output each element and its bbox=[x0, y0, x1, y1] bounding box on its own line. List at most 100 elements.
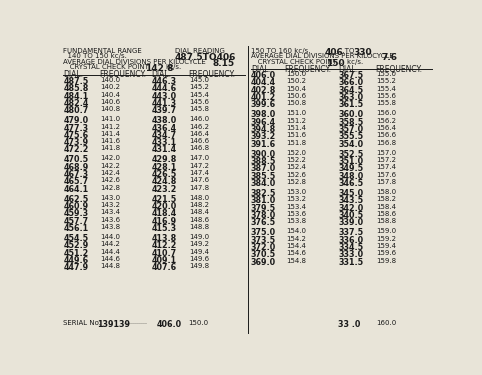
Text: 144.8: 144.8 bbox=[101, 263, 120, 269]
Text: 357.0: 357.0 bbox=[338, 125, 363, 134]
Text: DIAL READING: DIAL READING bbox=[175, 48, 225, 54]
Text: 149.4: 149.4 bbox=[190, 249, 210, 255]
Text: 140.4: 140.4 bbox=[101, 92, 120, 98]
Text: DIAL.: DIAL. bbox=[63, 70, 83, 80]
Text: 141.0: 141.0 bbox=[101, 116, 120, 122]
Text: 382.5: 382.5 bbox=[251, 189, 276, 198]
Text: 348.0: 348.0 bbox=[338, 172, 364, 181]
Text: 447.9: 447.9 bbox=[63, 263, 89, 272]
Text: 146.6: 146.6 bbox=[190, 138, 210, 144]
Text: 443.0: 443.0 bbox=[152, 92, 177, 100]
Text: 149.6: 149.6 bbox=[190, 256, 210, 262]
Text: 152.4: 152.4 bbox=[286, 164, 306, 170]
Text: 452.9: 452.9 bbox=[63, 242, 89, 250]
Text: 151.0: 151.0 bbox=[286, 111, 306, 117]
Text: 149.0: 149.0 bbox=[190, 234, 210, 240]
Text: 144.0: 144.0 bbox=[101, 234, 120, 240]
Text: 366.0: 366.0 bbox=[338, 78, 363, 87]
Text: 479.0: 479.0 bbox=[63, 116, 89, 125]
Text: 155.0: 155.0 bbox=[376, 71, 397, 77]
Text: 142.4: 142.4 bbox=[101, 170, 120, 176]
Text: ... kc/s.: ... kc/s. bbox=[338, 59, 363, 65]
Text: 406.0: 406.0 bbox=[157, 320, 182, 329]
Text: 142.6: 142.6 bbox=[101, 177, 120, 183]
Text: 152.8: 152.8 bbox=[286, 179, 306, 185]
Text: 401.2: 401.2 bbox=[251, 93, 276, 102]
Text: 156.4: 156.4 bbox=[376, 125, 397, 131]
Text: 436.4: 436.4 bbox=[152, 123, 177, 132]
Text: 354.0: 354.0 bbox=[338, 140, 363, 149]
Text: 391.6: 391.6 bbox=[251, 140, 276, 149]
Text: 449.6: 449.6 bbox=[63, 256, 89, 265]
Text: 487.5TO406: 487.5TO406 bbox=[175, 54, 236, 63]
Text: 149.2: 149.2 bbox=[190, 242, 210, 248]
Text: 379.5: 379.5 bbox=[251, 204, 276, 213]
Text: 149.8: 149.8 bbox=[190, 263, 210, 269]
Text: DIAL.: DIAL. bbox=[338, 65, 359, 74]
Text: 145.6: 145.6 bbox=[190, 99, 210, 105]
Text: 147.4: 147.4 bbox=[190, 170, 210, 176]
Text: 355.5: 355.5 bbox=[338, 132, 363, 141]
Text: 485.8: 485.8 bbox=[63, 84, 89, 93]
Text: 334.5: 334.5 bbox=[338, 243, 363, 252]
Text: 155.2: 155.2 bbox=[376, 78, 396, 84]
Text: 434.7: 434.7 bbox=[152, 131, 177, 140]
Text: 340.5: 340.5 bbox=[338, 211, 363, 220]
Text: 439.7: 439.7 bbox=[152, 106, 177, 115]
Text: 157.2: 157.2 bbox=[376, 157, 397, 163]
Text: 159.0: 159.0 bbox=[376, 228, 397, 234]
Text: 487.5: 487.5 bbox=[63, 77, 89, 86]
Text: 147.2: 147.2 bbox=[190, 163, 210, 169]
Text: 444.6: 444.6 bbox=[152, 84, 177, 93]
Text: 153.8: 153.8 bbox=[286, 218, 306, 224]
Text: 360.0: 360.0 bbox=[338, 111, 363, 120]
Text: FREQUENCY.: FREQUENCY. bbox=[284, 65, 331, 74]
Text: kc/s.: kc/s. bbox=[165, 64, 181, 70]
Text: 158.2: 158.2 bbox=[376, 196, 397, 202]
Text: 385.5: 385.5 bbox=[251, 172, 276, 181]
Text: 349.5: 349.5 bbox=[338, 164, 363, 173]
Text: 152.6: 152.6 bbox=[286, 172, 306, 178]
Text: 331.5: 331.5 bbox=[338, 258, 363, 267]
Text: 351.0: 351.0 bbox=[338, 157, 363, 166]
Text: 465.7: 465.7 bbox=[63, 177, 89, 186]
Text: 372.0: 372.0 bbox=[251, 243, 276, 252]
Text: 475.6: 475.6 bbox=[63, 131, 89, 140]
Text: 477.3: 477.3 bbox=[63, 123, 89, 132]
Text: 144.4: 144.4 bbox=[101, 249, 120, 255]
Text: 339.0: 339.0 bbox=[338, 218, 363, 227]
Text: 416.9: 416.9 bbox=[152, 217, 177, 226]
Text: 141.4: 141.4 bbox=[101, 131, 120, 137]
Text: 373.5: 373.5 bbox=[251, 236, 276, 244]
Text: 157.4: 157.4 bbox=[376, 164, 397, 170]
Text: 459.3: 459.3 bbox=[63, 209, 89, 218]
Text: 375.0: 375.0 bbox=[251, 228, 276, 237]
Text: 343.5: 343.5 bbox=[338, 196, 363, 205]
Text: AVERAGE DIAL DIVISIONS PER KILOCYCLE: AVERAGE DIAL DIVISIONS PER KILOCYCLE bbox=[63, 59, 206, 65]
Text: 393.2: 393.2 bbox=[251, 132, 276, 141]
Text: 454.5: 454.5 bbox=[63, 234, 89, 243]
Text: 142.8: 142.8 bbox=[101, 185, 120, 191]
Text: 369.0: 369.0 bbox=[251, 258, 276, 267]
Text: 7.6: 7.6 bbox=[381, 54, 397, 63]
Text: 464.1: 464.1 bbox=[63, 185, 89, 194]
Text: 151.2: 151.2 bbox=[286, 118, 306, 124]
Text: SERIAL No.: SERIAL No. bbox=[63, 320, 101, 326]
Text: 147.0: 147.0 bbox=[190, 156, 210, 162]
Text: 150 TO 160 kc/s.: 150 TO 160 kc/s. bbox=[251, 48, 310, 54]
Text: 141.8: 141.8 bbox=[101, 146, 120, 152]
Text: 384.0: 384.0 bbox=[251, 179, 276, 188]
Text: 441.3: 441.3 bbox=[152, 99, 177, 108]
Text: 157.6: 157.6 bbox=[376, 172, 397, 178]
Text: 142.2: 142.2 bbox=[101, 163, 120, 169]
Text: 156.6: 156.6 bbox=[376, 132, 397, 138]
Text: 33 .0: 33 .0 bbox=[338, 320, 361, 329]
Text: 147.6: 147.6 bbox=[190, 177, 210, 183]
Text: 152.2: 152.2 bbox=[286, 157, 306, 163]
Text: 415.3: 415.3 bbox=[152, 224, 177, 233]
Text: 470.5: 470.5 bbox=[63, 156, 89, 165]
Text: 155.8: 155.8 bbox=[376, 100, 397, 106]
Text: 154.8: 154.8 bbox=[286, 258, 306, 264]
Text: 387.0: 387.0 bbox=[251, 164, 276, 173]
Text: 140 TO 150 kc/s.: 140 TO 150 kc/s. bbox=[63, 54, 127, 60]
